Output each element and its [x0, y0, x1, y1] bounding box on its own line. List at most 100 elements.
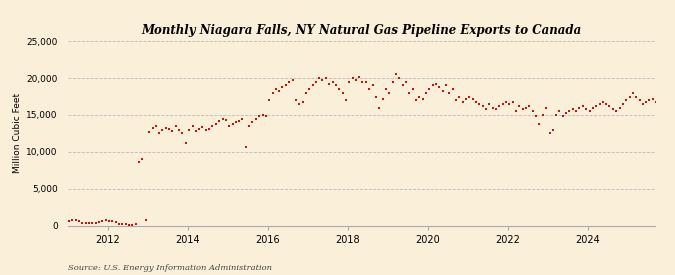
Point: [434, 85, 445, 89]
Point: [424, 87, 435, 91]
Point: [374, 105, 385, 110]
Point: [554, 109, 565, 114]
Point: [637, 102, 648, 106]
Point: [120, 222, 131, 227]
Point: [94, 220, 105, 224]
Point: [341, 98, 352, 102]
Point: [551, 113, 562, 117]
Point: [568, 107, 578, 111]
Point: [200, 128, 211, 132]
Point: [414, 94, 425, 99]
Point: [237, 116, 248, 121]
Point: [534, 122, 545, 126]
Point: [267, 91, 278, 95]
Point: [357, 79, 368, 84]
Point: [444, 91, 455, 95]
Point: [364, 87, 375, 91]
Point: [517, 107, 528, 111]
Point: [381, 87, 392, 91]
Point: [307, 83, 318, 88]
Point: [74, 219, 84, 224]
Point: [371, 94, 381, 99]
Point: [514, 104, 524, 108]
Point: [234, 119, 244, 123]
Point: [661, 105, 672, 110]
Point: [441, 83, 452, 88]
Point: [207, 124, 218, 128]
Point: [654, 102, 665, 106]
Point: [97, 219, 108, 223]
Point: [294, 102, 304, 106]
Point: [628, 91, 639, 95]
Point: [461, 97, 472, 101]
Point: [644, 98, 655, 102]
Point: [297, 100, 308, 104]
Point: [487, 105, 498, 110]
Point: [427, 83, 438, 88]
Point: [561, 111, 572, 116]
Point: [290, 98, 301, 102]
Point: [87, 221, 98, 225]
Point: [173, 128, 184, 132]
Point: [127, 222, 138, 227]
Point: [494, 104, 505, 108]
Point: [454, 94, 465, 99]
Point: [611, 109, 622, 114]
Y-axis label: Million Cubic Feet: Million Cubic Feet: [13, 93, 22, 174]
Point: [110, 220, 121, 224]
Point: [184, 128, 194, 132]
Point: [254, 114, 265, 119]
Point: [520, 105, 531, 110]
Point: [377, 97, 388, 101]
Point: [404, 91, 414, 95]
Point: [671, 109, 675, 114]
Point: [63, 219, 74, 223]
Point: [410, 98, 421, 102]
Point: [527, 109, 538, 114]
Point: [284, 79, 294, 84]
Point: [531, 114, 541, 119]
Point: [630, 94, 641, 99]
Point: [668, 100, 675, 104]
Point: [584, 109, 595, 114]
Point: [508, 100, 518, 104]
Point: [154, 131, 165, 136]
Point: [247, 120, 258, 125]
Point: [470, 100, 481, 104]
Point: [664, 102, 675, 106]
Point: [634, 98, 645, 102]
Point: [310, 79, 321, 84]
Point: [417, 97, 428, 101]
Point: [317, 77, 328, 82]
Point: [618, 102, 628, 106]
Point: [77, 220, 88, 225]
Point: [604, 104, 615, 108]
Point: [491, 107, 502, 111]
Point: [167, 129, 178, 133]
Point: [161, 126, 171, 130]
Point: [458, 100, 468, 104]
Point: [217, 116, 228, 121]
Point: [194, 127, 205, 131]
Point: [321, 76, 331, 80]
Point: [558, 114, 568, 119]
Point: [571, 109, 582, 114]
Point: [124, 222, 134, 227]
Point: [257, 113, 268, 117]
Point: [117, 222, 128, 226]
Point: [250, 116, 261, 121]
Point: [464, 94, 475, 99]
Point: [451, 98, 462, 102]
Point: [484, 102, 495, 106]
Point: [614, 105, 625, 110]
Point: [157, 128, 167, 132]
Point: [387, 79, 398, 84]
Point: [674, 111, 675, 116]
Point: [147, 126, 158, 130]
Title: Monthly Niagara Falls, NY Natural Gas Pipeline Exports to Canada: Monthly Niagara Falls, NY Natural Gas Pi…: [141, 24, 581, 37]
Point: [177, 131, 188, 136]
Point: [390, 72, 401, 77]
Point: [647, 97, 658, 101]
Point: [394, 76, 404, 80]
Point: [271, 87, 281, 91]
